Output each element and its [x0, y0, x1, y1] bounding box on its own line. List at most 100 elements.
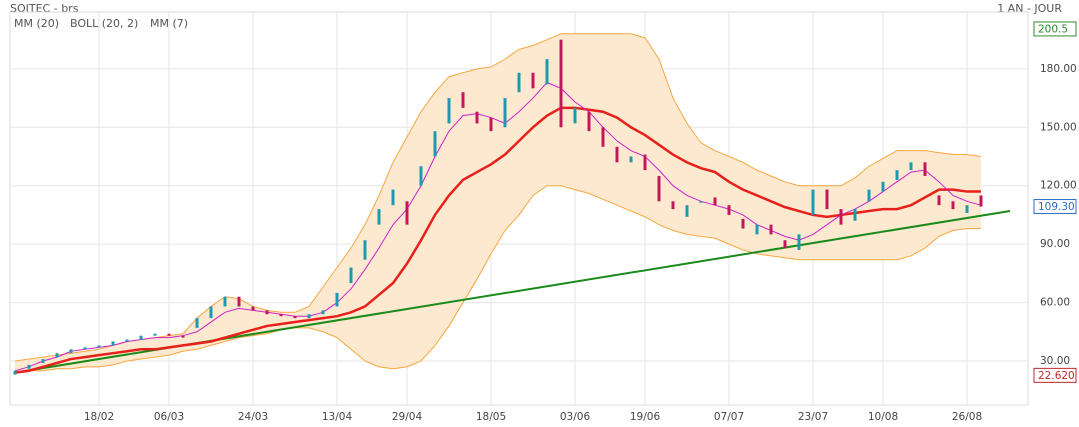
y-tick-label: 90.00 [1040, 238, 1070, 250]
price-bar [783, 240, 787, 249]
period-label: 1 AN - JOUR [997, 2, 1062, 15]
x-tick-label: 24/03 [238, 411, 268, 423]
price-bar [251, 306, 255, 311]
price-bar [713, 197, 717, 206]
price-bar [461, 92, 465, 108]
price-bar [881, 181, 885, 192]
price-bar [195, 318, 199, 328]
price-bar [545, 59, 549, 85]
price-bar [629, 156, 633, 163]
price-bar [391, 189, 395, 206]
x-tick-label: 10/08 [868, 411, 898, 423]
price-bar [643, 154, 647, 171]
price-bar [363, 240, 367, 260]
price-bar [587, 111, 591, 132]
x-tick-label: 23/07 [798, 411, 828, 423]
price-marker [1033, 367, 1077, 383]
mm20-line [14, 106, 981, 374]
price-bar [167, 333, 171, 336]
price-bar [741, 218, 745, 229]
x-tick-label: 26/08 [952, 411, 982, 423]
price-bar [419, 166, 423, 186]
price-bar [41, 359, 45, 363]
price-bar [979, 195, 983, 207]
legend-entry: MM (20) [14, 17, 59, 30]
price-bar [153, 333, 157, 336]
x-tick-label: 07/07 [714, 411, 744, 423]
price-bar [55, 353, 59, 358]
price-bar [279, 314, 283, 317]
price-bar [853, 209, 857, 221]
price-bar [755, 224, 759, 235]
price-bar [139, 335, 143, 340]
price-bar [923, 162, 927, 176]
price-bar [13, 370, 17, 375]
price-bar [503, 98, 507, 128]
price-bar [349, 267, 353, 284]
x-tick-label: 18/02 [84, 411, 114, 423]
price-bar [69, 349, 73, 354]
price-bar [489, 117, 493, 132]
price-bar [671, 201, 675, 210]
price-bar [601, 127, 605, 147]
price-bar [447, 98, 451, 124]
price-marker-label: 200.5 [1038, 23, 1068, 35]
x-tick-label: 29/04 [392, 411, 423, 423]
price-bar [965, 205, 969, 213]
price-bar [321, 310, 325, 315]
price-bar [573, 107, 577, 124]
x-tick-label: 18/05 [476, 411, 506, 423]
plot-frame [9, 11, 1029, 406]
y-tick-label: 120.00 [1040, 180, 1077, 192]
price-bar [181, 335, 185, 338]
price-bar [699, 201, 703, 203]
price-bar [209, 306, 213, 319]
price-marker [1033, 199, 1077, 215]
mm7-line [14, 81, 982, 372]
price-bar [685, 205, 689, 217]
price-bar [909, 162, 913, 171]
x-tick-label: 03/06 [560, 411, 591, 423]
price-bar [517, 72, 521, 93]
price-bar [811, 189, 815, 215]
band-upper [14, 33, 982, 362]
price-bar [951, 201, 955, 210]
price-bar [727, 205, 731, 215]
price-bar [111, 341, 115, 346]
price-bar [657, 175, 661, 202]
price-bar [223, 296, 227, 307]
price-bar [377, 209, 381, 225]
y-tick-label: 180.00 [1040, 63, 1077, 75]
price-bar [27, 364, 31, 369]
price-bar [125, 339, 129, 342]
price-bar [433, 131, 437, 157]
price-bar [615, 146, 619, 163]
price-marker-label: 22.620 [1038, 370, 1075, 382]
price-bar [531, 72, 535, 89]
price-bar [867, 189, 871, 202]
y-tick-label: 150.00 [1040, 121, 1077, 133]
band-fill [15, 33, 981, 373]
price-bar [559, 39, 563, 128]
band-lower [14, 185, 981, 374]
x-tick-label: 19/06 [630, 411, 661, 423]
legend: MM (20) BOLL (20, 2) MM (7) [14, 17, 188, 30]
y-tick-label: 30.00 [1040, 355, 1070, 367]
price-bar [825, 189, 829, 210]
y-tick-label: 60.00 [1040, 297, 1070, 309]
price-bar [307, 314, 311, 319]
price-marker [1033, 21, 1077, 37]
legend-entry: BOLL (20, 2) [70, 17, 138, 30]
x-tick-label: 06/03 [154, 411, 184, 423]
x-tick-label: 13/04 [322, 411, 353, 423]
price-bar [797, 234, 801, 250]
chart-title: SOITEC - brs [10, 2, 79, 15]
price-bar [839, 209, 843, 225]
price-bar [335, 292, 339, 307]
price-bar [475, 111, 479, 124]
price-bar [405, 201, 409, 225]
price-marker-label: 109.30 [1038, 201, 1075, 213]
price-bar [237, 296, 241, 307]
price-bar [937, 195, 941, 206]
